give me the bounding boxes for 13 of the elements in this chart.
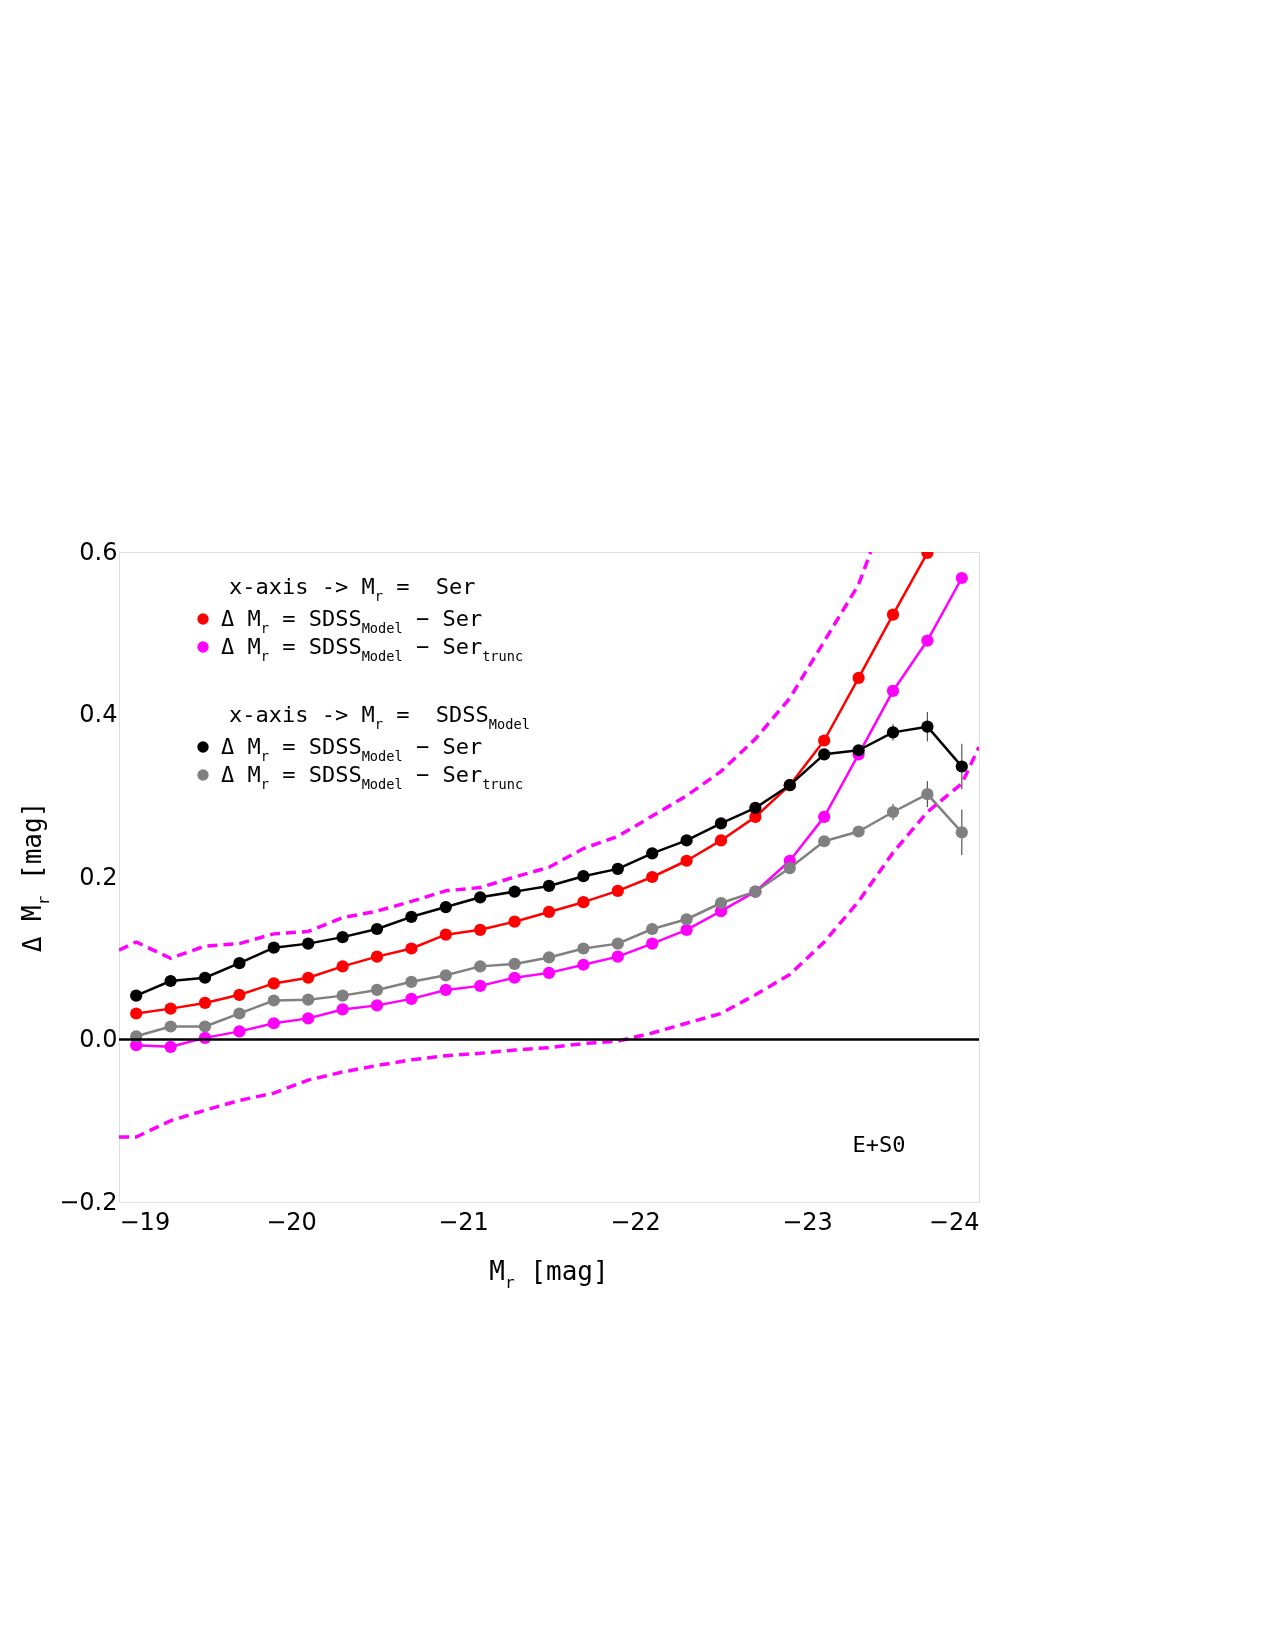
y-axis-title: Δ Mr [mag] xyxy=(17,801,53,953)
x-tick-label: −21 xyxy=(438,1207,489,1236)
y-tick-label: 0.2 xyxy=(79,862,118,891)
y-tick-label: 0.6 xyxy=(79,537,118,566)
x-tick-label: −22 xyxy=(610,1207,661,1236)
y-tick-label: 0.4 xyxy=(79,700,118,728)
x-tick-label: −23 xyxy=(782,1207,833,1236)
x-tick-label: −24 xyxy=(928,1207,980,1236)
y-tick-label: −0.2 xyxy=(59,1187,118,1216)
annotation: E+S0 xyxy=(852,1132,906,1157)
y-tick-label: 0.0 xyxy=(79,1025,118,1053)
x-tick-label: −19 xyxy=(119,1207,171,1236)
x-tick-label: −20 xyxy=(266,1207,317,1236)
